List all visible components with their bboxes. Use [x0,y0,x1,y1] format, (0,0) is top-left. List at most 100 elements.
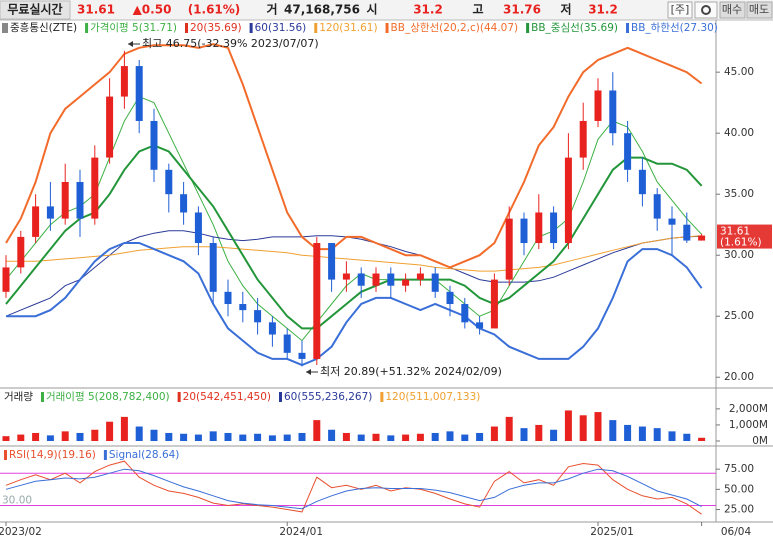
candle-body [209,243,217,292]
y-tick-label: 2,000M [729,403,768,415]
indicator-line [6,235,702,272]
rate: (1.61%) [188,3,241,17]
legend-label: 120(511,007,133) [385,391,480,403]
last-price-box [717,224,772,249]
candle-body [46,206,54,219]
legend-label: BB_하한선(27.30) [631,21,718,34]
volume-bar [416,433,424,441]
candle-body [446,291,454,305]
last-rate: (1.61%) [720,237,762,249]
volume-bar [594,412,602,441]
legend-swatch [626,23,630,33]
candle-body [165,169,173,195]
legend-swatch [526,23,530,33]
annotation: 최고 46.75(-32.39% 2023/07/07) [142,37,319,50]
volume-label: 거 [266,2,277,17]
candle-body [490,279,498,329]
legend-label: 60(31.56) [255,22,307,34]
indicator-line [5,95,702,342]
candle-body [550,212,558,244]
low-label: 저 [560,2,571,17]
candle-body [239,304,247,311]
candle-body [535,212,543,244]
y-tick-label: 35.00 [724,188,754,200]
candle-body [579,120,587,158]
candle-body [150,120,158,170]
candle-body [283,334,291,353]
volume-bar [402,434,410,441]
candle-body [564,157,572,244]
legend-label: 거래량 [4,391,33,403]
x-tick-label: 2023/02 [0,526,42,538]
settings-button[interactable] [694,1,718,19]
volume-bar [283,434,291,441]
change: ▲0.50 [133,3,172,17]
button-label[interactable]: [주] [671,3,690,16]
legend-swatch [4,450,7,460]
candle-body [402,279,410,286]
legend-swatch [380,392,384,402]
mode-box [0,0,71,20]
candle-body [416,273,424,280]
candle-body [135,66,143,121]
candle-body [505,218,513,280]
legend-label: BB_중심선(35.69) [531,22,618,34]
candle-body [76,181,84,219]
candle-body [638,169,646,195]
candle-body [268,322,276,335]
x-tick-label: 06/04 [721,526,752,538]
button-label[interactable]: 매도 [749,3,769,16]
candle-body [357,273,365,286]
candle-body [120,66,128,97]
button-label[interactable]: 매수 [722,3,742,16]
candle-body [342,273,350,280]
volume-bar [165,432,173,441]
candle-body [698,235,706,241]
legend-label: 60(555,236,267) [284,391,372,403]
gear-icon[interactable] [701,5,711,15]
y-tick-label: 50.00 [724,483,754,495]
last-price: 31.61 [720,226,750,238]
volume-bar [91,429,99,441]
legend-label: 120(31.61) [319,22,377,34]
candle-body [387,273,395,286]
volume-bar [342,432,350,441]
volume-bar [46,435,54,441]
button[interactable] [667,1,693,19]
volume-bar [2,436,10,441]
top-bar [0,0,773,20]
volume-bar [150,429,158,441]
volume-bar [224,432,232,441]
mode: 무료실시간 [7,2,62,17]
volume-bar [431,432,439,441]
volume-bar [135,426,143,441]
high: 31.76 [503,3,541,17]
legend-swatch [249,23,253,33]
volume-bar [106,421,114,441]
volume-bar [505,416,513,441]
high-label: 고 [472,3,483,17]
candle-body [254,310,262,323]
candle-body [313,243,321,359]
volume-bar [461,434,469,441]
legend-label: 20(35.69) [190,22,242,34]
y-tick-label: 75.00 [724,463,754,475]
legend-label: RSI(14,9)(19.16) [9,449,96,461]
volume-bar [194,434,202,441]
candle-body [106,96,114,158]
legend-swatch [103,450,107,460]
low: 31.2 [588,3,618,17]
button[interactable] [746,1,773,19]
x-tick-label: 2025/01 [590,526,634,538]
volume-bar [372,433,380,441]
volume-bar [535,424,543,441]
volume-bar [268,435,276,441]
indicator-line [5,144,703,330]
candle-body [328,243,336,280]
volume-bar [476,432,484,441]
button[interactable] [719,1,746,19]
volume-bar [609,420,617,441]
y-tick-label: 30.00 [724,249,754,261]
candle-body [17,236,25,268]
legend-swatch [314,23,318,33]
